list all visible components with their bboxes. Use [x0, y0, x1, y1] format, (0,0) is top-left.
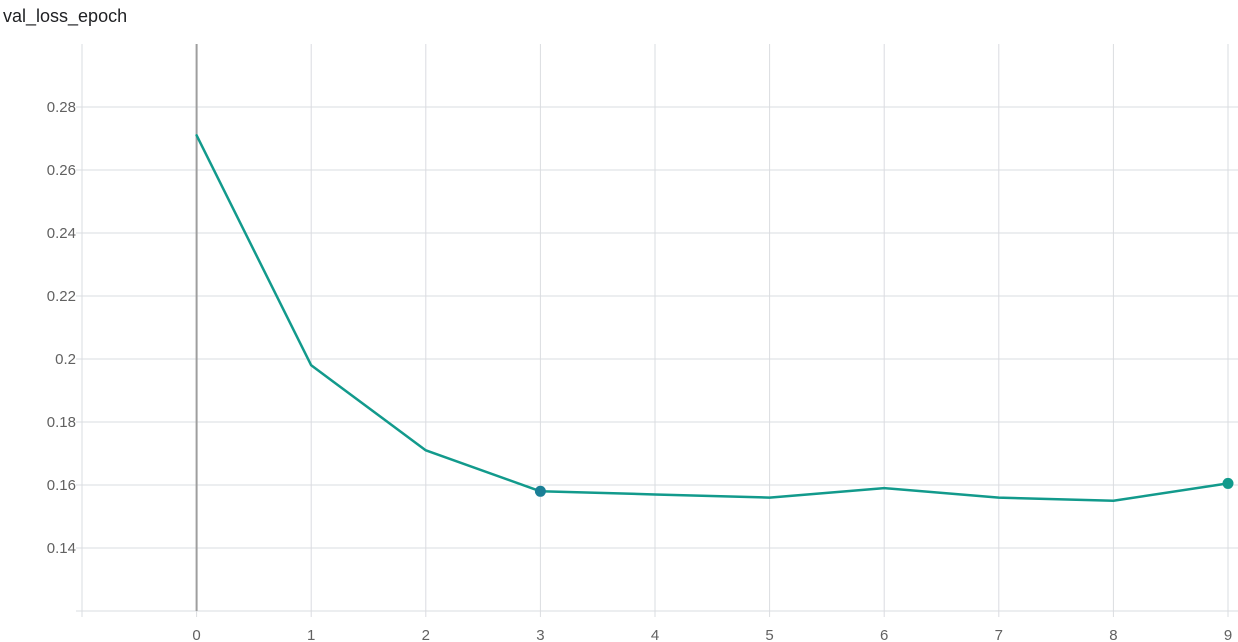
y-tick-label: 0.26 — [47, 162, 76, 179]
y-tick-label: 0.16 — [47, 477, 76, 494]
series-layer — [195, 134, 1234, 502]
y-tick-label: 0.28 — [47, 99, 76, 116]
y-tick-label: 0.2 — [55, 351, 76, 368]
series-line — [195, 134, 1230, 502]
grid — [76, 44, 1238, 617]
y-axis: 0.14 0.16 0.18 0.2 0.22 0.24 0.26 0.28 — [47, 99, 76, 557]
y-tick-label: 0.18 — [47, 414, 76, 431]
x-axis: 0 1 2 3 4 5 6 7 8 9 — [192, 627, 1232, 642]
y-tick-label: 0.14 — [47, 540, 76, 557]
x-tick-label: 1 — [307, 627, 315, 642]
data-point-marker[interactable] — [1222, 477, 1234, 489]
data-point-marker[interactable] — [534, 485, 546, 497]
x-tick-label: 8 — [1109, 627, 1117, 642]
y-tick-label: 0.24 — [47, 225, 76, 242]
chart-title: val_loss_epoch — [3, 6, 128, 26]
x-tick-label: 5 — [765, 627, 773, 642]
x-tick-label: 2 — [422, 627, 430, 642]
x-tick-label: 4 — [651, 627, 659, 642]
x-tick-label: 7 — [995, 627, 1003, 642]
x-tick-label: 9 — [1224, 627, 1232, 642]
x-tick-label: 6 — [880, 627, 888, 642]
y-tick-label: 0.22 — [47, 288, 76, 305]
x-tick-label: 3 — [536, 627, 544, 642]
x-tick-label: 0 — [192, 627, 200, 642]
